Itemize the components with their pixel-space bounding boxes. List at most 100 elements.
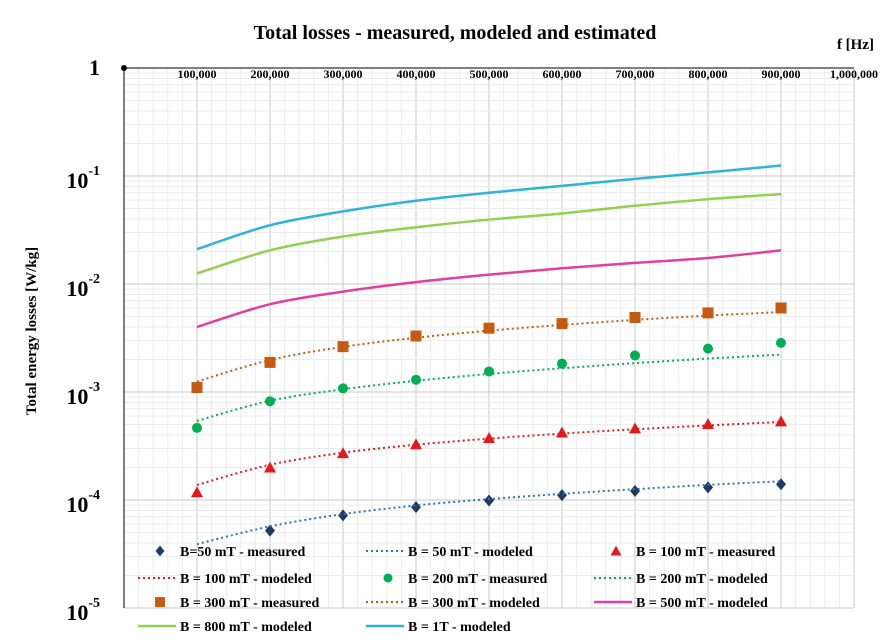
data-point <box>265 524 275 537</box>
series-b-50-mt-modeled <box>196 480 782 546</box>
series-line <box>196 192 782 275</box>
legend-item-b-800-mt-modeled: B = 800 mT - modeled <box>138 620 312 635</box>
legend-label: B = 800 mT - modeled <box>180 620 312 635</box>
y-tick-label: 10-5 <box>66 596 100 625</box>
series-b-800-mt-modeled <box>196 192 782 275</box>
series-b-100-mt-modeled <box>196 420 782 486</box>
data-point <box>557 358 567 369</box>
x-tick-labels: 100,000 200,000 300,000 400,000 500,000 600,0… <box>178 67 879 81</box>
data-point <box>629 422 641 434</box>
series-b-300-mt-modeled <box>196 311 782 383</box>
data-point <box>483 322 495 334</box>
x-tick-label: 600,000 <box>543 67 582 81</box>
legend-label: B = 200 mT - modeled <box>636 572 768 587</box>
chart-title: Total losses - measured, modeled and est… <box>254 22 657 44</box>
y-tick-label: 10-4 <box>66 488 100 517</box>
x-tick-label: 1,000,000 <box>830 67 878 81</box>
legend-label: B = 1T - modeled <box>408 620 511 635</box>
data-point <box>337 447 349 459</box>
data-point <box>411 501 421 514</box>
y-axis-label: Total energy losses [W/kg] <box>24 247 40 415</box>
legend-label: B = 100 mT - measured <box>636 545 776 560</box>
legend-item-b-1t-modeled: B = 1T - modeled <box>366 620 511 635</box>
legend-label: B = 300 mT - modeled <box>408 596 540 611</box>
series-line <box>196 249 782 329</box>
legend-item-b-200-mt-measured: B = 200 mT - measured <box>383 572 548 587</box>
data-point <box>703 481 713 494</box>
data-point <box>702 418 714 430</box>
data-point <box>264 461 276 473</box>
data-point <box>264 356 276 368</box>
legend-item-b-100-mt-modeled: B = 100 mT - modeled <box>138 572 312 587</box>
grid <box>123 67 855 609</box>
data-point <box>703 343 713 354</box>
legend-swatch <box>383 573 393 583</box>
legend-label: B = 200 mT - measured <box>408 572 548 587</box>
axes <box>121 65 854 608</box>
data-point <box>630 350 640 361</box>
x-tick-label: 300,000 <box>324 67 363 81</box>
data-point <box>338 509 348 522</box>
series-b-50-mt-measured <box>265 478 786 537</box>
data-point <box>484 366 494 377</box>
series-b-200-mt-measured <box>192 337 786 433</box>
series-line <box>196 420 782 486</box>
legend-swatch <box>155 597 165 607</box>
x-tick-label: 200,000 <box>251 67 290 81</box>
data-point <box>775 415 787 427</box>
x-tick-label: 700,000 <box>616 67 655 81</box>
legend-item-b-100-mt-measured: B = 100 mT - measured <box>610 545 776 560</box>
legend-item-b-50-mt-measured: B=50 mT - measured <box>155 545 306 560</box>
legend-label: B = 500 mT - modeled <box>636 596 768 611</box>
series-b-100-mt-measured <box>191 415 787 498</box>
legend-label: B = 50 mT - modeled <box>408 545 533 560</box>
x-tick-label: 800,000 <box>689 67 728 81</box>
data-point <box>775 302 787 314</box>
data-point <box>192 422 202 433</box>
legend-item-b-500-mt-modeled: B = 500 mT - modeled <box>594 596 768 611</box>
series-line <box>196 164 782 251</box>
x-tick-label: 900,000 <box>762 67 801 81</box>
series-line <box>196 480 782 546</box>
y-tick-label: 10-1 <box>66 164 100 193</box>
data-point <box>556 318 568 330</box>
data-point <box>630 485 640 498</box>
series-line <box>196 353 782 422</box>
data-point <box>629 311 641 323</box>
series-line <box>196 311 782 383</box>
legend-label: B=50 mT - measured <box>180 545 306 560</box>
data-point <box>191 382 203 394</box>
data-point <box>411 374 421 385</box>
legend: B=50 mT - measured B = 50 mT - modeled B =… <box>138 545 776 635</box>
x-tick-label: 400,000 <box>397 67 436 81</box>
data-point <box>776 337 786 348</box>
legend-item-b-50-mt-modeled: B = 50 mT - modeled <box>366 545 533 560</box>
x-axis-label: f [Hz] <box>837 37 874 53</box>
data-point <box>702 307 714 319</box>
data-point <box>338 383 348 394</box>
legend-label: B = 300 mT - measured <box>180 596 320 611</box>
data-point <box>410 438 422 450</box>
series-b-1t-modeled <box>196 164 782 251</box>
axis-origin-dot <box>121 65 127 71</box>
series-layer <box>191 164 787 546</box>
legend-item-b-300-mt-modeled: B = 300 mT - modeled <box>366 596 540 611</box>
series-b-200-mt-modeled <box>196 353 782 422</box>
data-point <box>557 489 567 502</box>
x-tick-label: 500,000 <box>470 67 509 81</box>
legend-item-b-300-mt-measured: B = 300 mT - measured <box>155 596 320 611</box>
x-tick-label: 100,000 <box>178 67 217 81</box>
legend-label: B = 100 mT - modeled <box>180 572 312 587</box>
y-tick-labels: 1 10-1 10-2 10-3 10-4 10-5 <box>66 55 100 625</box>
y-tick-label: 1 <box>89 55 100 80</box>
legend-swatch <box>155 545 165 557</box>
data-point <box>410 330 422 342</box>
legend-item-b-200-mt-modeled: B = 200 mT - modeled <box>594 572 768 587</box>
data-point <box>483 432 495 444</box>
data-point <box>191 486 203 498</box>
series-b-500-mt-modeled <box>196 249 782 329</box>
y-tick-label: 10-2 <box>66 272 100 301</box>
data-point <box>484 494 494 507</box>
y-tick-label: 10-3 <box>66 380 100 409</box>
